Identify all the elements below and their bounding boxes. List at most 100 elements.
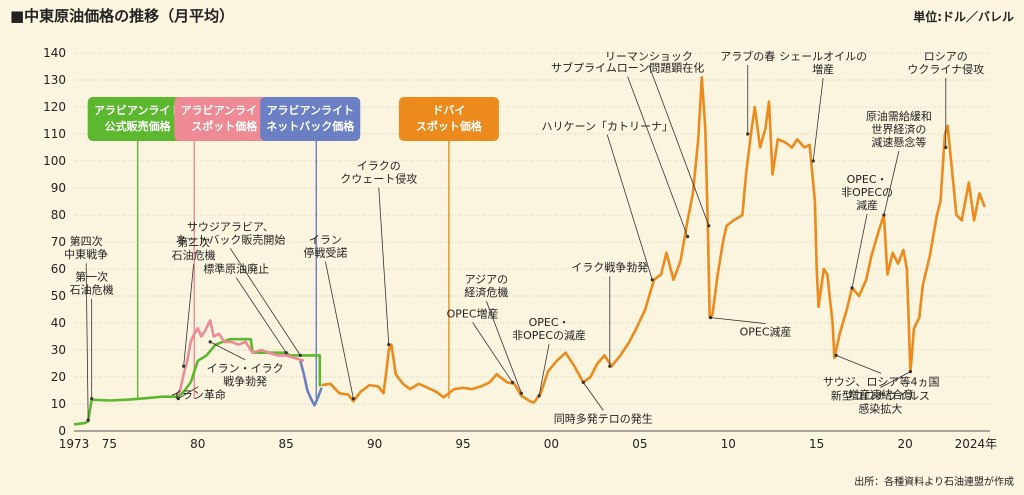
series-box-label: アラビアンライト [180,103,268,117]
annotation-label: OPEC・ [847,173,888,186]
annotation-point [709,316,713,320]
annotation-point [834,353,838,357]
y-tick-label: 60 [51,262,66,276]
series-line [299,360,323,407]
annotation-point [387,343,391,347]
annotation-label: 同時多発テロの発生 [554,411,653,425]
annotation-point [298,353,302,357]
annotation-leader [378,187,390,345]
annotation-point [182,364,186,368]
annotation-leader [627,76,688,237]
series-box-label: スポット価格 [191,119,258,133]
annotation-label: OPEC増産 [447,307,499,320]
annotation-leader [606,134,653,280]
annotation-label: 第二次 [177,235,210,249]
annotation-label: 石油危機 [172,248,216,262]
annotation-label: 戦争勃発 [223,374,267,388]
series-box-bg [174,97,275,141]
series-line [175,319,305,397]
annotation-label: イラク戦争勃発 [571,260,648,274]
annotation-label: 石油危機 [70,283,114,297]
annotation-label: 非OPECの減産 [512,328,586,342]
x-tick-label: 00 [544,437,559,451]
y-tick-label: 140 [43,46,66,60]
annotation-point [908,370,913,374]
annotation-point [581,380,585,384]
annotation-label: イラン革命 [171,388,226,402]
annotation-point [351,397,355,401]
annotation-leader [235,277,287,353]
annotation-label: 経済危機 [464,285,508,299]
series-box-label: アラビアンライト [266,103,354,117]
annotation-label: OPEC減産 [740,325,792,339]
annotation-leader [880,371,911,388]
chart-title: ■中東原油価格の推移（月平均） [10,7,234,25]
y-tick-label: 90 [51,181,66,195]
annotation-leader [538,343,550,396]
annotation-label: シェールオイルの [779,50,867,63]
annotation-point [90,397,94,401]
annotation-point [850,286,854,290]
x-tick-label: 95 [455,437,470,451]
annotation-label: 感染拡大 [858,402,902,416]
annotation-point [519,391,523,395]
annotation-label: 世界経済の [871,122,926,136]
x-tick-label: 90 [367,437,382,451]
annotation-leader [85,263,89,421]
series-box-label: アラビアンライト [94,103,182,117]
annotation-label: イラン [309,234,342,247]
annotation-label: 非OPECの [841,186,893,199]
annotation-leader [178,386,199,399]
annotations: 第四次中東戦争第一次石油危機第二次石油危機イラン革命イラン・イラク戦争勃発標準原… [64,49,984,425]
y-tick-label: 110 [43,127,66,141]
source-note: 出所：各種資料より石油連盟が作成 [854,475,1014,488]
x-tick-label: 85 [279,437,294,451]
annotation-point [510,380,515,384]
x-tick-label: 05 [632,437,647,451]
annotation-leader [183,264,195,367]
unit-label: 単位:ドル／バレル [913,9,1014,24]
annotation-label: 原油需給緩和 [866,109,932,123]
x-tick-label: 80 [190,437,205,451]
annotation-label: 新型コロナウイルス [831,389,930,403]
annotation-point [650,278,654,282]
annotation-leader [836,355,882,374]
annotation-point [746,132,750,136]
y-tick-label: 50 [51,289,66,303]
annotation-label: 第一次 [75,270,108,284]
annotation-label: サブプライムローン問題顕在化 [551,61,704,75]
annotation-label: ネットバック販売開始 [175,232,285,246]
annotation-label: 増産凍結合意 [848,387,914,401]
annotation-label: サウジアラビア、 [187,220,274,233]
series-box-label: スポット価格 [416,119,483,133]
annotation-point [284,351,288,355]
y-tick-label: 120 [43,100,66,114]
y-tick-label: 0 [58,424,66,438]
annotation-label: クウェート侵攻 [340,172,417,186]
y-tick-label: 80 [51,208,66,222]
annotation-point [608,364,612,368]
annotation-point [707,224,711,228]
series-line [73,337,322,426]
x-tick-label: 15 [809,437,824,451]
annotation-leader [209,341,246,361]
annotation-leader [648,64,710,226]
x-tick-label: 20 [897,437,912,451]
annotation-point [811,159,815,163]
annotation-label: 停戦受諾 [303,246,347,260]
y-tick-label: 30 [51,343,66,357]
y-tick-label: 20 [51,370,66,384]
series-box-bg [260,97,361,141]
y-tick-label: 10 [51,397,66,411]
annotation-label: ロシアの [924,50,968,63]
annotation-point [882,213,886,217]
annotation-point [208,340,212,344]
series-box-label: ネットバック価格 [266,119,355,133]
grid [74,52,990,432]
annotation-label: アラブの春 [720,49,775,63]
x-tick-label: 10 [721,437,736,451]
